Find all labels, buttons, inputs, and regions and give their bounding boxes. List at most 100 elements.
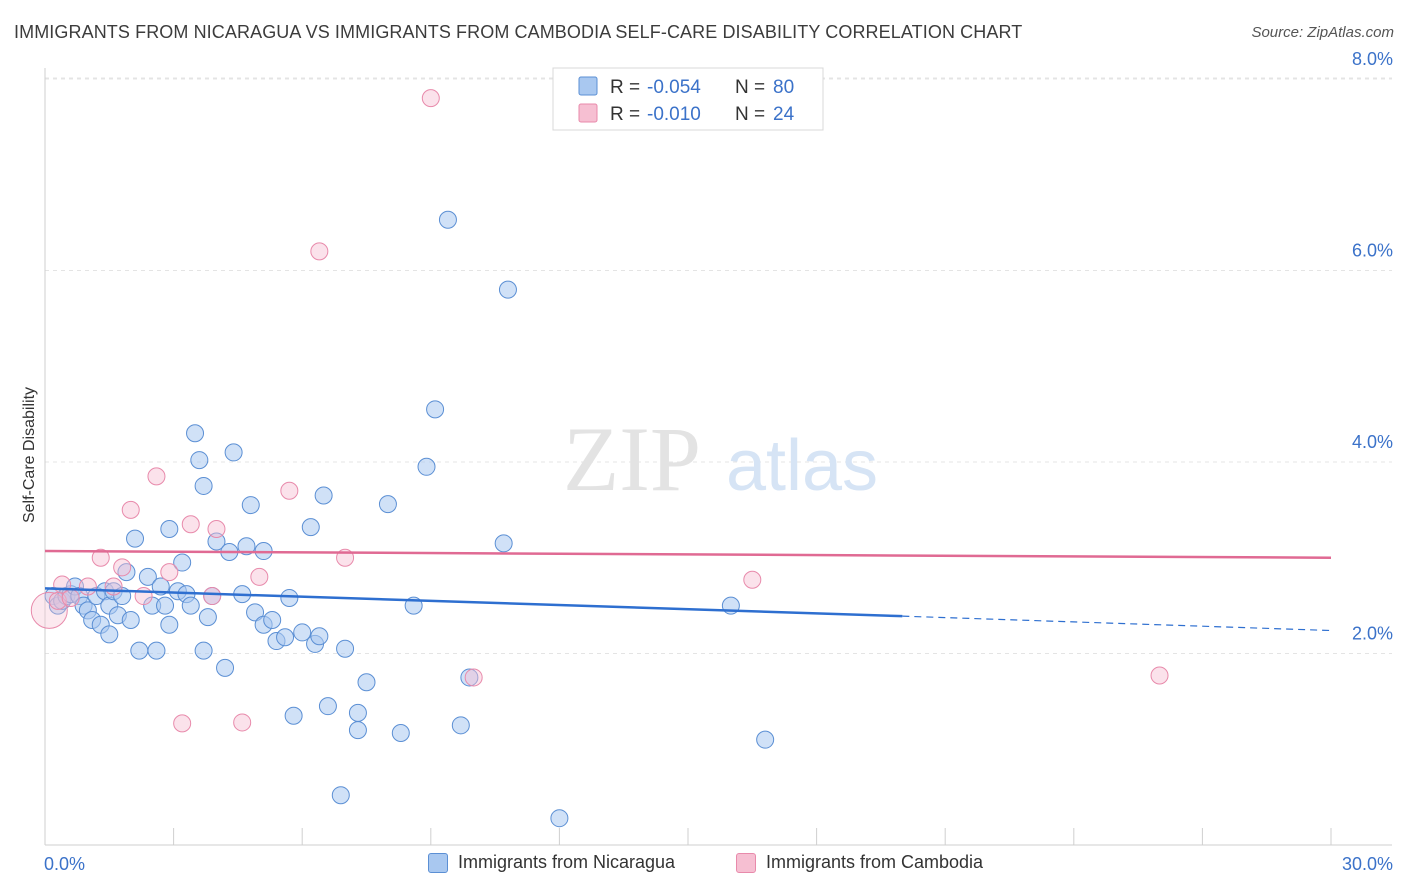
stats-swatch-cambodia — [578, 103, 598, 123]
y-tick-label: 8.0% — [1352, 49, 1393, 69]
cambodia-point — [250, 567, 269, 586]
axes — [44, 68, 1392, 846]
nicaragua-point — [348, 703, 367, 722]
nicaragua-point — [494, 534, 513, 553]
nicaragua-point — [550, 809, 569, 828]
source-label: Source: ZipAtlas.com — [1251, 24, 1394, 41]
stats-r-label-1: R = — [610, 77, 640, 98]
stats-legend: R = -0.054 N = 80 R = -0.010 N = 24 — [552, 67, 824, 131]
nicaragua-point — [237, 537, 256, 556]
nicaragua-point — [173, 553, 192, 572]
stats-n-label-2: N = — [735, 104, 765, 125]
y-tick-labels: 2.0% 4.0% 6.0% 8.0% — [1352, 49, 1393, 644]
cambodia-point — [233, 713, 252, 732]
nicaragua-point — [348, 721, 367, 740]
cambodia-point — [147, 467, 166, 486]
watermark-atlas: atlas — [726, 426, 878, 506]
cambodia-point — [134, 587, 153, 606]
nicaragua-point — [756, 730, 775, 749]
nicaragua-point — [241, 496, 260, 515]
cambodia-point — [160, 563, 179, 582]
cambodia-point — [30, 591, 68, 629]
legend-label-cambodia: Immigrants from Cambodia — [766, 852, 984, 872]
nicaragua-point — [284, 706, 303, 725]
x-tick-label-max: 30.0% — [1342, 854, 1393, 874]
nicaragua-point — [130, 641, 149, 660]
stats-swatch-nicaragua — [578, 76, 598, 96]
nicaragua-point — [198, 608, 217, 627]
nicaragua-point — [121, 610, 140, 629]
nicaragua-point — [460, 668, 479, 687]
nicaragua-point — [263, 610, 282, 629]
nicaragua-point — [100, 625, 119, 644]
nicaragua-point — [498, 280, 517, 299]
nicaragua-point — [156, 596, 175, 615]
nicaragua-point — [194, 641, 213, 660]
x-tick-labels: 0.0% 30.0% — [44, 854, 1393, 874]
nicaragua-point — [276, 628, 295, 647]
watermark: ZIP atlas — [563, 408, 878, 510]
y-tick-label: 4.0% — [1352, 432, 1393, 452]
legend-item-cambodia[interactable]: Immigrants from Cambodia — [736, 852, 983, 873]
nicaragua-point — [417, 457, 436, 476]
nicaragua-point — [126, 529, 145, 548]
nicaragua-point — [207, 532, 226, 551]
stats-n-value-1: 80 — [773, 77, 794, 98]
cambodia-point — [78, 577, 97, 596]
chart-title: IMMIGRANTS FROM NICARAGUA VS IMMIGRANTS … — [14, 22, 1023, 42]
y-tick-label: 6.0% — [1352, 241, 1393, 261]
nicaragua-point — [426, 400, 445, 419]
nicaragua-point — [331, 786, 350, 805]
nicaragua-point — [357, 673, 376, 692]
cambodia-point — [743, 570, 762, 589]
nicaragua-trend-extension — [902, 615, 1332, 632]
stats-r-value-2: -0.010 — [647, 104, 701, 125]
legend-item-nicaragua[interactable]: Immigrants from Nicaragua — [428, 852, 675, 873]
cambodia-point — [310, 242, 329, 261]
nicaragua-point — [378, 495, 397, 514]
legend-label-nicaragua: Immigrants from Nicaragua — [458, 852, 676, 872]
legend-swatch-nicaragua — [428, 852, 448, 873]
y-axis-label: Self-Care Disability — [21, 387, 38, 523]
trend-lines — [44, 549, 1332, 632]
nicaragua-point — [310, 627, 329, 646]
grid-lines — [45, 77, 1392, 654]
nicaragua-point — [138, 567, 157, 586]
cambodia-point — [1150, 666, 1169, 685]
nicaragua-point — [186, 424, 205, 443]
cambodia-point — [464, 668, 483, 687]
stats-r-label-2: R = — [610, 104, 640, 125]
x-tick-label-min: 0.0% — [44, 854, 85, 874]
stats-n-value-2: 24 — [773, 104, 795, 125]
cambodia-point — [61, 588, 80, 607]
nicaragua-point — [336, 639, 355, 658]
watermark-zip: ZIP — [563, 408, 701, 510]
nicaragua-points — [44, 210, 775, 828]
nicaragua-point — [160, 615, 179, 634]
cambodia-point — [181, 515, 200, 534]
nicaragua-point — [216, 658, 235, 677]
cambodia-point — [207, 520, 226, 539]
cambodia-trend-line — [44, 549, 1332, 559]
nicaragua-point — [147, 641, 166, 660]
cambodia-point — [421, 89, 440, 108]
nicaragua-trend-line — [44, 587, 903, 618]
nicaragua-point — [246, 603, 265, 622]
nicaragua-point — [318, 697, 337, 716]
stats-n-label-1: N = — [735, 77, 765, 98]
cambodia-point — [173, 714, 192, 733]
nicaragua-point — [194, 476, 213, 495]
nicaragua-point — [181, 596, 200, 615]
cambodia-point — [121, 500, 140, 519]
nicaragua-point — [438, 210, 457, 229]
nicaragua-point — [224, 443, 243, 462]
nicaragua-point — [314, 486, 333, 505]
legend-swatch-cambodia — [736, 852, 756, 873]
nicaragua-point — [151, 577, 170, 596]
nicaragua-point — [451, 716, 470, 735]
nicaragua-point — [391, 723, 410, 742]
nicaragua-point — [190, 451, 209, 470]
nicaragua-point — [301, 518, 320, 537]
nicaragua-point — [160, 520, 179, 539]
